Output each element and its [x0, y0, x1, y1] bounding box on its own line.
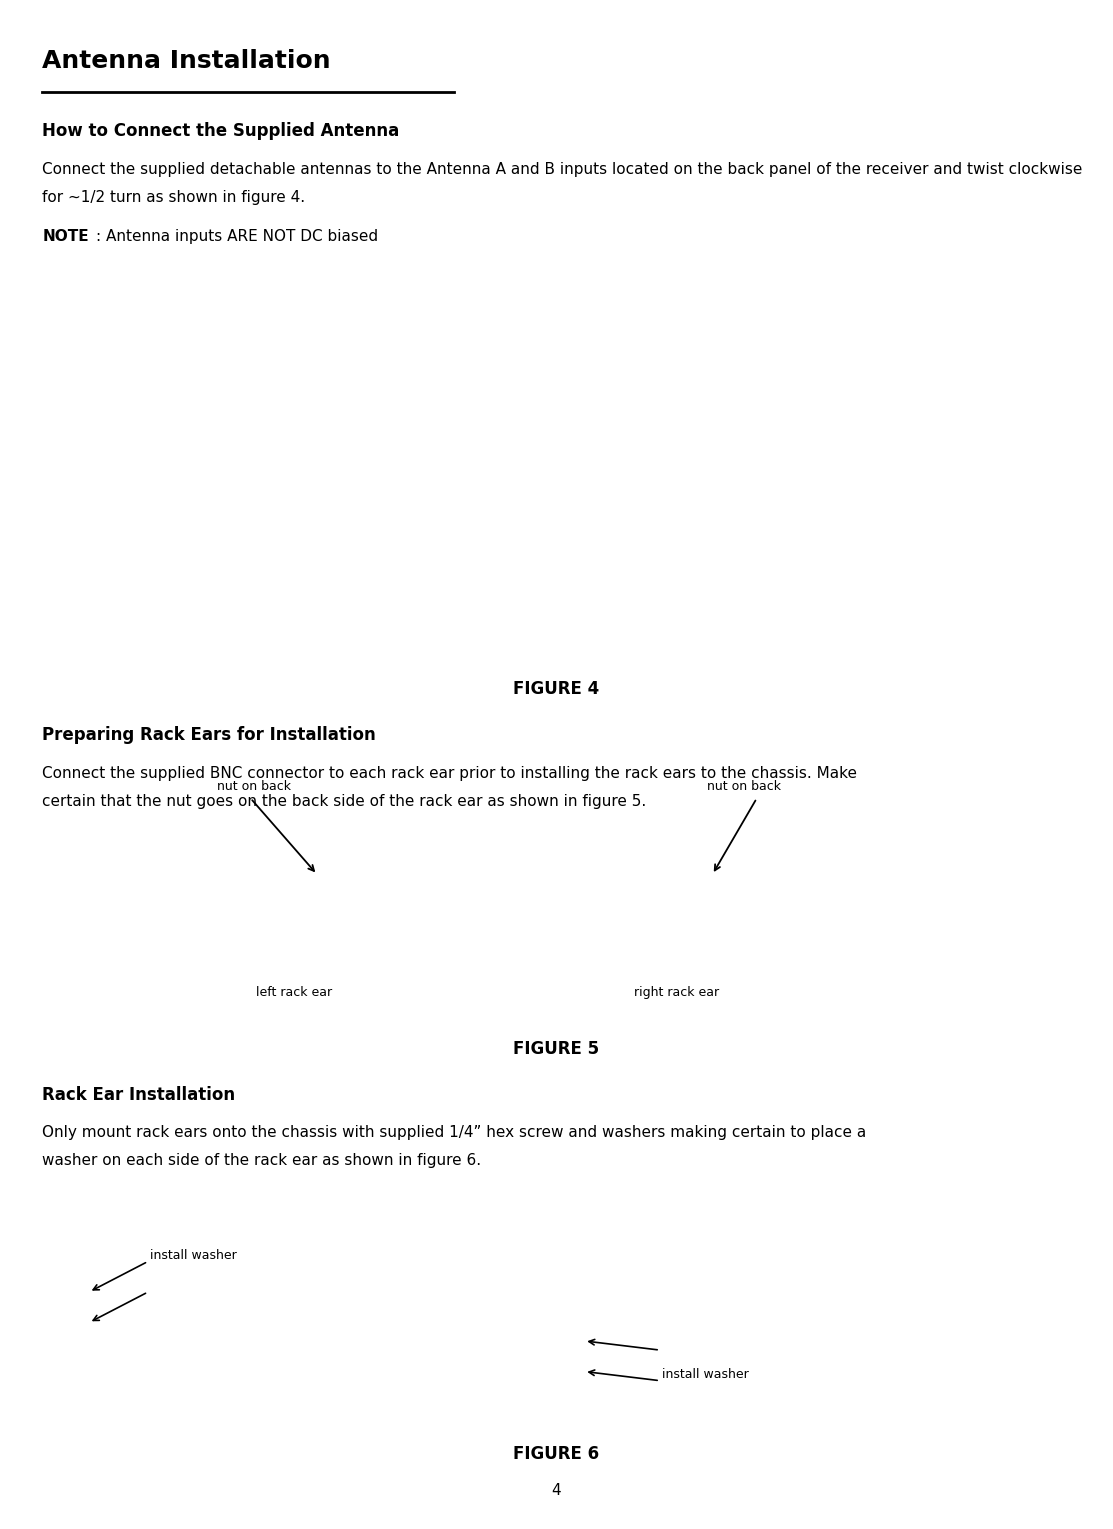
Text: Only mount rack ears onto the chassis with supplied 1/4” hex screw and washers m: Only mount rack ears onto the chassis wi… — [42, 1125, 867, 1141]
Text: Rack Ear Installation: Rack Ear Installation — [42, 1086, 236, 1104]
Text: Antenna Installation: Antenna Installation — [42, 49, 331, 73]
Text: FIGURE 4: FIGURE 4 — [513, 680, 600, 699]
Text: FIGURE 6: FIGURE 6 — [513, 1445, 600, 1463]
Bar — [0, 764, 1113, 1024]
Bar — [0, 1154, 1113, 1430]
Text: nut on back: nut on back — [217, 780, 290, 794]
Text: left rack ear: left rack ear — [256, 986, 332, 1000]
Text: FIGURE 5: FIGURE 5 — [513, 1040, 600, 1058]
Text: install washer: install washer — [150, 1249, 237, 1263]
Text: : Antenna inputs ARE NOT DC biased: : Antenna inputs ARE NOT DC biased — [96, 229, 377, 245]
Text: Connect the supplied detachable antennas to the Antenna A and B inputs located o: Connect the supplied detachable antennas… — [42, 162, 1083, 177]
Text: right rack ear: right rack ear — [634, 986, 719, 1000]
Text: How to Connect the Supplied Antenna: How to Connect the Supplied Antenna — [42, 122, 400, 141]
Text: Preparing Rack Ears for Installation: Preparing Rack Ears for Installation — [42, 726, 376, 745]
Text: 4: 4 — [552, 1483, 561, 1498]
Text: NOTE: NOTE — [42, 229, 89, 245]
Text: washer on each side of the rack ear as shown in figure 6.: washer on each side of the rack ear as s… — [42, 1153, 482, 1168]
Text: nut on back: nut on back — [707, 780, 780, 794]
Text: Connect the supplied BNC connector to each rack ear prior to installing the rack: Connect the supplied BNC connector to ea… — [42, 766, 857, 781]
Bar — [0, 222, 1113, 665]
Text: certain that the nut goes on the back side of the rack ear as shown in figure 5.: certain that the nut goes on the back si… — [42, 794, 647, 809]
Text: install washer: install washer — [662, 1368, 749, 1382]
Text: for ~1/2 turn as shown in figure 4.: for ~1/2 turn as shown in figure 4. — [42, 190, 305, 205]
